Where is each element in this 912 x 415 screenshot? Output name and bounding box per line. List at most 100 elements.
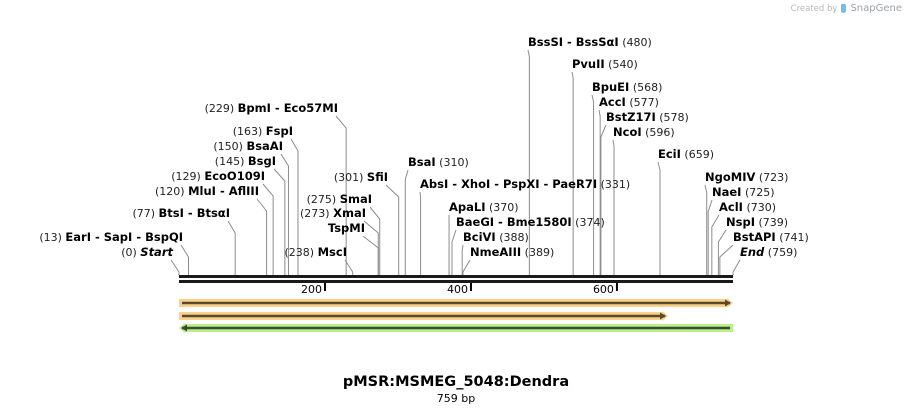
- site-line-tspMI: [362, 235, 379, 275]
- backbone-top-strand: [179, 275, 733, 278]
- site-name: EarI - SapI - BspQI: [65, 230, 183, 244]
- site-ncoI[interactable]: NcoI (596): [613, 125, 675, 139]
- arrow-left-icon: [181, 324, 187, 332]
- site-position: (739): [758, 216, 788, 229]
- site-position: (730): [746, 201, 776, 214]
- site-line-bstZ17I: [600, 124, 607, 275]
- site-name: BsaAI: [246, 139, 283, 153]
- svg-text:AbsI - XhoI - PspXI - PaeR7: AbsI - XhoI - PspXI - PaeR7I (331): [420, 177, 630, 191]
- sequence-length: 759 bp: [436, 392, 476, 405]
- site-naeI[interactable]: NaeI (725): [712, 185, 775, 199]
- site-line-absI: [419, 191, 422, 275]
- site-name: BstZ17I: [606, 110, 656, 124]
- site-name: FspI: [266, 124, 293, 138]
- site-accI[interactable]: AccI (577): [599, 95, 659, 109]
- site-mscI[interactable]: (238) MscI: [285, 245, 347, 259]
- svg-text:NaeI (725): NaeI (725): [712, 185, 775, 199]
- site-bsaAI[interactable]: (150) BsaAI: [213, 139, 283, 153]
- site-aclI[interactable]: AclI (730): [719, 200, 776, 214]
- svg-text:(0) Start: (0) Start: [121, 245, 173, 259]
- site-mluI[interactable]: (120) MluI - AflIII: [155, 184, 259, 198]
- site-eciI[interactable]: EciI (659): [658, 147, 714, 161]
- site-apaLI[interactable]: ApaLI (370): [449, 200, 519, 214]
- site-line-btsI: [227, 220, 236, 275]
- site-bsgI[interactable]: (145) BsgI: [215, 154, 276, 168]
- site-name: EcoO109I: [204, 169, 265, 183]
- site-bstZ17I[interactable]: BstZ17I (578): [606, 110, 689, 124]
- site-name: BtsI - BtsαI: [159, 206, 230, 220]
- site-ngoMIV[interactable]: NgoMIV (723): [705, 170, 788, 184]
- ruler-tick: [615, 283, 618, 291]
- site-bpuEI[interactable]: BpuEI (568): [592, 80, 662, 94]
- site-tspMI[interactable]: TspMI: [328, 221, 365, 235]
- site-line-eciI: [657, 161, 661, 275]
- svg-text:EciI (659): EciI (659): [658, 147, 714, 161]
- site-name: NmeAIII: [470, 245, 521, 259]
- site-line-accI: [598, 109, 601, 275]
- sequence-map: (0) Start(13) EarI - SapI - BspQI(77) Bt…: [39, 35, 809, 333]
- site-start[interactable]: (0) Start: [121, 245, 173, 259]
- site-btsI[interactable]: (77) BtsI - BtsαI: [132, 206, 230, 220]
- site-ecoO109I[interactable]: (129) EcoO109I: [171, 169, 265, 183]
- svg-text:ApaLI (370): ApaLI (370): [449, 200, 519, 214]
- site-sfiI[interactable]: (301) SfiI: [334, 170, 388, 184]
- site-fspI[interactable]: (163) FspI: [233, 124, 293, 138]
- svg-text:NcoI (596): NcoI (596): [613, 125, 675, 139]
- site-line-bstAPI: [719, 244, 734, 275]
- site-labels: (0) Start(13) EarI - SapI - BspQI(77) Bt…: [39, 35, 808, 259]
- site-position: (120): [155, 185, 185, 198]
- site-name: BaeGI - Bme1580I: [456, 215, 572, 229]
- svg-text:BaeGI - Bme1580I (374): BaeGI - Bme1580I (374): [456, 215, 605, 229]
- site-position: (577): [629, 96, 659, 109]
- site-baeGI[interactable]: BaeGI - Bme1580I (374): [456, 215, 605, 229]
- feature-2[interactable]: [179, 311, 669, 321]
- site-position: (723): [759, 171, 789, 184]
- site-end[interactable]: End (759): [740, 245, 797, 259]
- svg-text:(301) SfiI: (301) SfiI: [334, 170, 388, 184]
- feature-3[interactable]: [179, 323, 733, 333]
- site-bsaI[interactable]: BsaI (310): [408, 155, 469, 169]
- features-track: [179, 298, 733, 333]
- site-smaI[interactable]: (275) SmaI: [307, 192, 372, 206]
- site-line-naeI: [707, 199, 713, 275]
- site-xmaI[interactable]: (273) XmaI: [300, 206, 366, 220]
- ruler-tick-label: 400: [447, 283, 468, 296]
- site-lines: [170, 49, 741, 275]
- svg-text:BpuEI (568): BpuEI (568): [592, 80, 662, 94]
- site-nspI[interactable]: NspI (739): [726, 215, 788, 229]
- site-line-ecoO109I: [262, 183, 274, 275]
- site-pvuII[interactable]: PvuII (540): [572, 57, 638, 71]
- svg-text:(163) FspI: (163) FspI: [233, 124, 293, 138]
- site-bciVI[interactable]: BciVI (388): [463, 230, 529, 244]
- site-line-bpmI: [335, 115, 347, 275]
- site-name: Start: [140, 245, 173, 259]
- site-absI[interactable]: AbsI - XhoI - PspXI - PaeR7I (331): [420, 177, 630, 191]
- site-position: (540): [608, 58, 638, 71]
- site-earI[interactable]: (13) EarI - SapI - BspQI: [39, 230, 183, 244]
- site-line-earI: [180, 244, 189, 275]
- svg-text:NspI (739): NspI (739): [726, 215, 788, 229]
- site-line-mluI: [256, 198, 268, 275]
- feature-1[interactable]: [179, 298, 733, 308]
- site-name: AclI: [719, 200, 743, 214]
- site-bpmI[interactable]: (229) BpmI - Eco57MI: [205, 101, 338, 115]
- site-position: (568): [633, 81, 663, 94]
- site-position: (150): [213, 140, 243, 153]
- credit-brand: SnapGene: [850, 3, 902, 14]
- site-position: (725): [745, 186, 775, 199]
- site-line-nmeAIII: [462, 259, 471, 275]
- site-bssSI[interactable]: BssSI - BssSαI (480): [528, 35, 652, 49]
- site-line-aclI: [711, 214, 720, 275]
- site-nmeAIII[interactable]: NmeAIII (389): [470, 245, 554, 259]
- site-position: (370): [489, 201, 519, 214]
- site-line-bpuEI: [591, 94, 595, 275]
- site-position: (388): [499, 231, 529, 244]
- site-name: NspI: [726, 215, 755, 229]
- site-position: (163): [233, 125, 263, 138]
- site-position: (77): [132, 207, 155, 220]
- site-position: (13): [39, 231, 62, 244]
- site-name: NcoI: [613, 125, 642, 139]
- site-bstAPI[interactable]: BstAPI (741): [733, 230, 809, 244]
- site-position: (480): [622, 36, 652, 49]
- site-position: (374): [575, 216, 605, 229]
